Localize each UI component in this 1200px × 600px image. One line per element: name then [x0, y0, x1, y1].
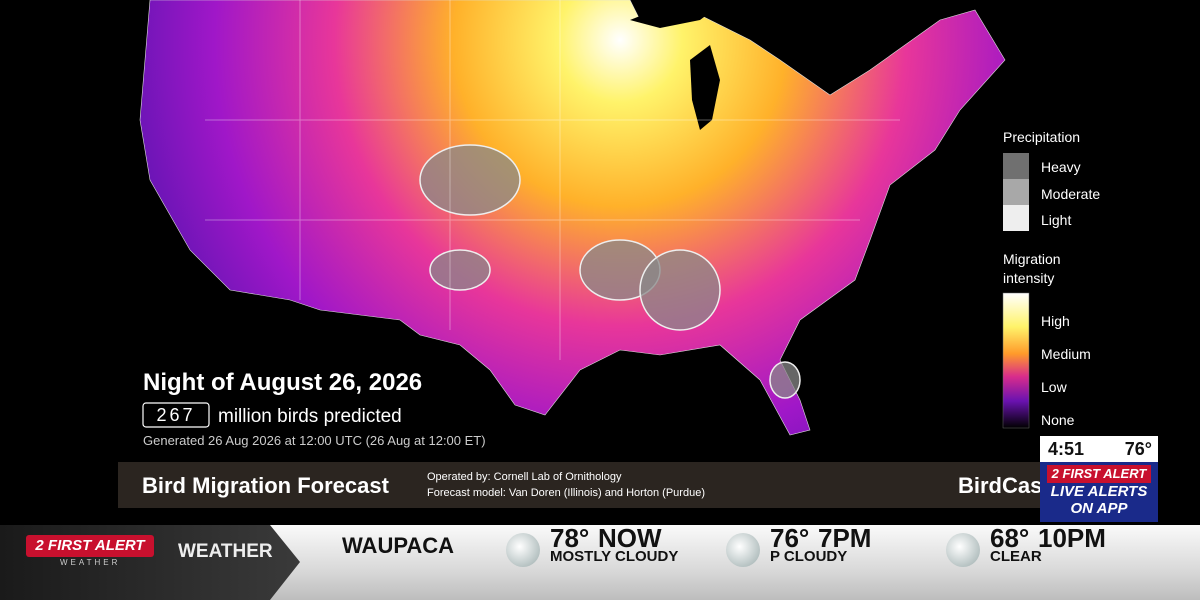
weather-icon — [946, 533, 980, 567]
weather-icon — [726, 533, 760, 567]
banner-brand: BirdCas — [958, 473, 1043, 498]
legend-item: None — [1041, 412, 1075, 428]
legend-swatch — [1003, 153, 1029, 179]
time: 4:51 — [1048, 439, 1085, 459]
state-borders — [205, 0, 900, 360]
alert-box: 2 FIRST ALERT LIVE ALERTS ON APP — [1040, 462, 1158, 522]
map-title: Night of August 26, 2026 — [143, 369, 422, 396]
legend-swatch — [1003, 205, 1029, 231]
banner-model: Forecast model: Van Doren (Illinois) and… — [427, 487, 705, 499]
forecast-item: 76° 7PM P CLOUDY — [720, 523, 930, 585]
logo: 2 FIRST ALERT — [26, 535, 154, 557]
ticker-brand: 2 FIRST ALERT WEATHER WEATHER — [0, 525, 300, 600]
forecast-temp: 78° — [550, 523, 590, 553]
forecast-condition: CLEAR — [990, 548, 1042, 565]
legend-item: Heavy — [1041, 159, 1081, 175]
forecast-temp: 68° — [990, 523, 1030, 553]
bird-count: 267 — [156, 405, 195, 425]
count-box — [142, 402, 210, 428]
weather-icon — [506, 533, 540, 567]
banner: Bird Migration Forecast Operated by: Cor… — [118, 462, 1043, 508]
forecast-time: NOW — [598, 523, 662, 553]
logo-number: 2 — [35, 537, 44, 554]
banner-operated: Operated by: Cornell Lab of Ornithology — [427, 471, 622, 483]
location: WAUPACA — [342, 533, 455, 558]
forecast-temp: 76° — [770, 523, 810, 553]
logo-number: 2 — [1051, 466, 1059, 481]
logo-sub: WEATHER — [60, 558, 121, 567]
section: WEATHER — [178, 541, 273, 562]
forecast-time: 10PM — [1038, 523, 1106, 553]
forecast-item: 78° NOW MOSTLY CLOUDY — [500, 523, 710, 585]
lake-michigan — [690, 45, 720, 130]
count-label: million birds predicted — [218, 406, 402, 427]
lake-superior — [630, 0, 720, 28]
precipitation — [419, 144, 801, 399]
logo: 2 FIRST ALERT — [1047, 465, 1151, 483]
legend-title: Precipitation — [1003, 129, 1080, 145]
generated-note: Generated 26 Aug 2026 at 12:00 UTC (26 A… — [143, 433, 486, 448]
legend-swatch — [1003, 179, 1029, 205]
forecast-time: 7PM — [818, 523, 872, 553]
alert-line: ON APP — [1070, 500, 1128, 517]
forecast-item: 68° 10PM CLEAR — [940, 523, 1150, 585]
legend-item: Low — [1041, 379, 1068, 395]
logo-text: FIRST ALERT — [1062, 466, 1147, 481]
legend-item: Light — [1041, 212, 1071, 228]
legend-title: Migration intensity — [1003, 251, 1061, 286]
legend-title-wrap: Migration intensity — [1003, 251, 1061, 286]
alert-line: LIVE ALERTS — [1050, 483, 1148, 500]
legend-item: Moderate — [1041, 186, 1100, 202]
legend-item: High — [1041, 313, 1070, 329]
legend-item: Medium — [1041, 346, 1091, 362]
banner-title: Bird Migration Forecast — [142, 473, 389, 498]
us-land — [139, 0, 1006, 436]
intensity-scale — [1002, 292, 1030, 429]
ticker: 2 FIRST ALERT WEATHER WEATHER WAUPACA 78… — [0, 523, 1200, 600]
corner-bug: 4:51 76° 2 FIRST ALERT LIVE ALERTS ON AP… — [1040, 436, 1158, 522]
time-temp: 4:51 76° — [1040, 436, 1158, 462]
logo-text: FIRST ALERT — [47, 537, 145, 554]
forecast-condition: MOSTLY CLOUDY — [550, 548, 679, 565]
map: Night of August 26, 2026 267 million bir… — [139, 0, 1100, 448]
forecast-condition: P CLOUDY — [770, 548, 848, 565]
temp: 76° — [1124, 439, 1152, 459]
